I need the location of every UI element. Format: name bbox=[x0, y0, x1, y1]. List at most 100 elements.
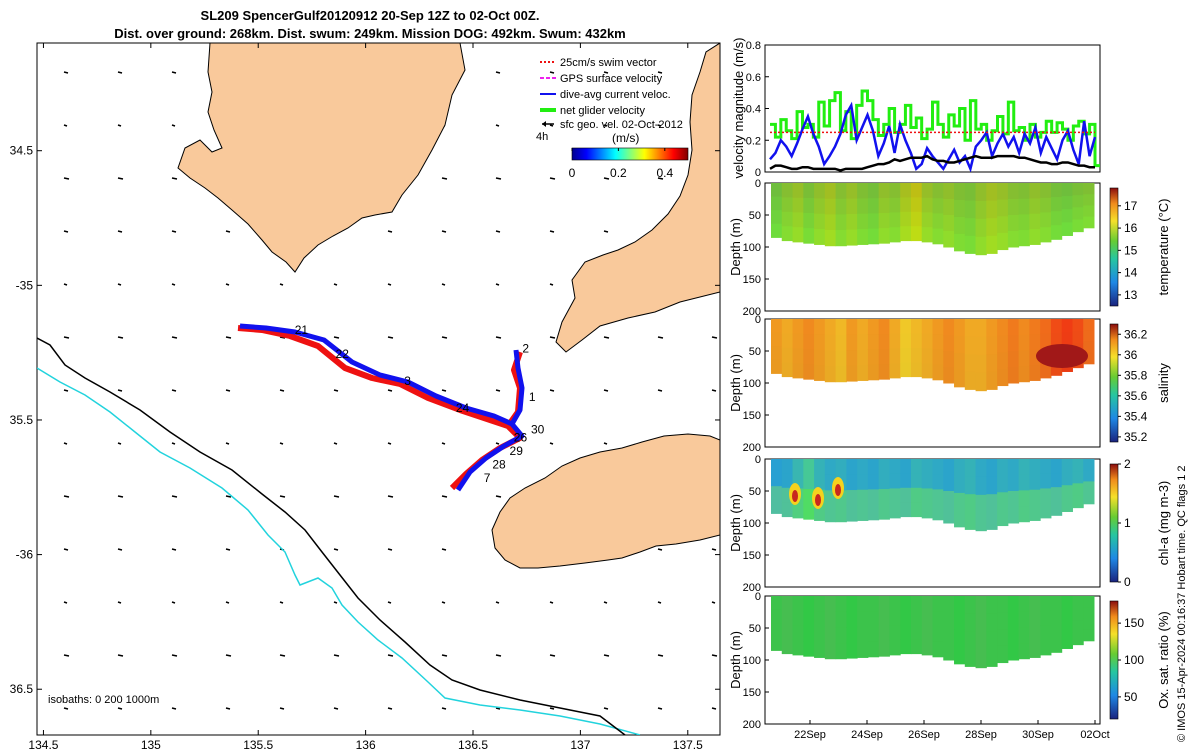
salinity-cell bbox=[975, 372, 987, 392]
chl-a-cell bbox=[1029, 474, 1041, 491]
chl-a-cell bbox=[835, 506, 847, 523]
oxygen-cell bbox=[964, 648, 977, 667]
map-ytick-label: 35.5 bbox=[10, 413, 34, 427]
chl-a-cell bbox=[1040, 488, 1052, 504]
chl-a-cell bbox=[889, 488, 901, 504]
temperature-cell bbox=[964, 200, 977, 219]
salinity-cell bbox=[975, 319, 987, 338]
map-colorbar-ticks: 0 0.2 0.4 bbox=[569, 148, 673, 180]
salinity-cell bbox=[1050, 361, 1063, 376]
salinity-ytick-label: 100 bbox=[743, 378, 761, 390]
sfc-arrow bbox=[279, 601, 284, 604]
salinity-cell bbox=[943, 319, 955, 336]
sfc-arrow bbox=[117, 336, 124, 339]
temperature-cell bbox=[1061, 196, 1073, 210]
salinity-cell bbox=[792, 363, 804, 379]
temperature-cell bbox=[867, 228, 880, 245]
sfc-arrow bbox=[117, 230, 123, 233]
temperature-cell bbox=[1072, 207, 1084, 220]
oxygen-cell bbox=[1083, 607, 1095, 619]
oxygen-cell bbox=[1007, 644, 1020, 661]
temperature-cell bbox=[910, 211, 923, 227]
chl-a-ytick-label: 100 bbox=[743, 518, 761, 530]
temperature-ytick-label: 150 bbox=[743, 274, 761, 286]
chl-a-cell bbox=[954, 475, 966, 494]
temperature-cell bbox=[846, 229, 858, 246]
temperature-cell bbox=[900, 197, 912, 213]
temperature-cell bbox=[954, 233, 966, 252]
sfc-arrow bbox=[63, 495, 70, 498]
sfc-arrow bbox=[387, 495, 394, 498]
salinity-cell bbox=[986, 319, 998, 338]
sfc-arrow bbox=[495, 495, 502, 498]
sfc-arrow bbox=[225, 283, 230, 286]
chl-a-cell bbox=[771, 459, 783, 474]
salinity-cell bbox=[857, 334, 869, 351]
chart-title: SL209 SpencerGulf20120912 20-Sep 12Z to … bbox=[200, 8, 540, 23]
temperature-cell bbox=[1083, 183, 1095, 195]
oxygen-cell bbox=[1050, 624, 1063, 639]
temperature-cell bbox=[771, 183, 783, 198]
temperature-panel: 0 50 100 150 200 Depth (m) 17 16 15 14 13 temperatu… bbox=[728, 178, 1171, 318]
salinity-cell bbox=[781, 319, 794, 334]
temperature-cell bbox=[1050, 211, 1063, 226]
oxygen-cell bbox=[900, 596, 912, 611]
temperature-cell bbox=[857, 183, 869, 199]
chl-a-cell bbox=[878, 489, 890, 505]
sfc-arrow bbox=[63, 654, 70, 657]
oxygen-colorbar bbox=[1109, 600, 1119, 720]
salinity-cell bbox=[867, 319, 880, 335]
oxygen-cell bbox=[900, 624, 912, 640]
oxygen-cell bbox=[781, 624, 794, 640]
sfc-arrow bbox=[279, 336, 286, 339]
temperature-cb-label: 15 bbox=[1124, 243, 1138, 257]
chl-a-cell bbox=[771, 472, 783, 487]
temperature-cell bbox=[1029, 229, 1041, 245]
chl-a-cell bbox=[964, 494, 977, 513]
chl-a-cell bbox=[889, 503, 901, 519]
salinity-cell bbox=[954, 352, 966, 371]
footer-credit: © IMOS 15-Apr-2024 00:16:37 Hobart time.… bbox=[1176, 465, 1188, 742]
oxygen-cell bbox=[921, 596, 933, 612]
temperature-cell bbox=[857, 229, 869, 245]
salinity-cell bbox=[1061, 319, 1073, 333]
temperature-cell bbox=[1007, 231, 1020, 248]
chl-a-cell bbox=[1029, 459, 1041, 475]
map-cb-label: 0.2 bbox=[610, 166, 627, 180]
salinity-cell bbox=[771, 359, 783, 374]
map-cb-label: 0.4 bbox=[656, 166, 673, 180]
chl-a-cell bbox=[1007, 491, 1020, 508]
temperature-cell bbox=[878, 228, 890, 244]
map-xtick-label: 137 bbox=[570, 738, 590, 750]
salinity-cell bbox=[1029, 365, 1041, 381]
chl-a-cell bbox=[943, 491, 955, 508]
chl-a-cell bbox=[1050, 487, 1063, 502]
temperature-cell bbox=[1061, 222, 1073, 236]
sfc-arrow bbox=[225, 442, 230, 445]
salinity-cell bbox=[835, 334, 847, 351]
chl-a-cell bbox=[954, 492, 966, 511]
day-label: 30 bbox=[531, 422, 545, 436]
salinity-cell bbox=[900, 319, 912, 334]
chl-a-cell bbox=[857, 505, 869, 521]
salinity-cell bbox=[986, 371, 998, 390]
oxygen-cell bbox=[997, 596, 1009, 614]
salinity-cell bbox=[975, 354, 987, 374]
sfc-arrow bbox=[387, 548, 393, 551]
sfc-arrow bbox=[117, 71, 123, 74]
chl-a-cell bbox=[1061, 472, 1073, 486]
sfc-arrow bbox=[495, 442, 500, 445]
oxygen-cell bbox=[986, 648, 998, 667]
chl-a-cell bbox=[986, 494, 998, 513]
oxygen-ylabel: Depth (m) bbox=[728, 631, 743, 689]
sfc-arrow bbox=[171, 601, 176, 604]
sfc-arrow bbox=[117, 389, 123, 392]
map-xtick-label: 136 bbox=[356, 738, 376, 750]
temperature-cell bbox=[803, 183, 815, 199]
sfc-arrow bbox=[387, 654, 394, 657]
chl-a-cell bbox=[846, 505, 858, 522]
chl-a-cell bbox=[814, 459, 826, 475]
chl-a-cell bbox=[932, 504, 944, 521]
oxygen-cell bbox=[964, 596, 977, 615]
